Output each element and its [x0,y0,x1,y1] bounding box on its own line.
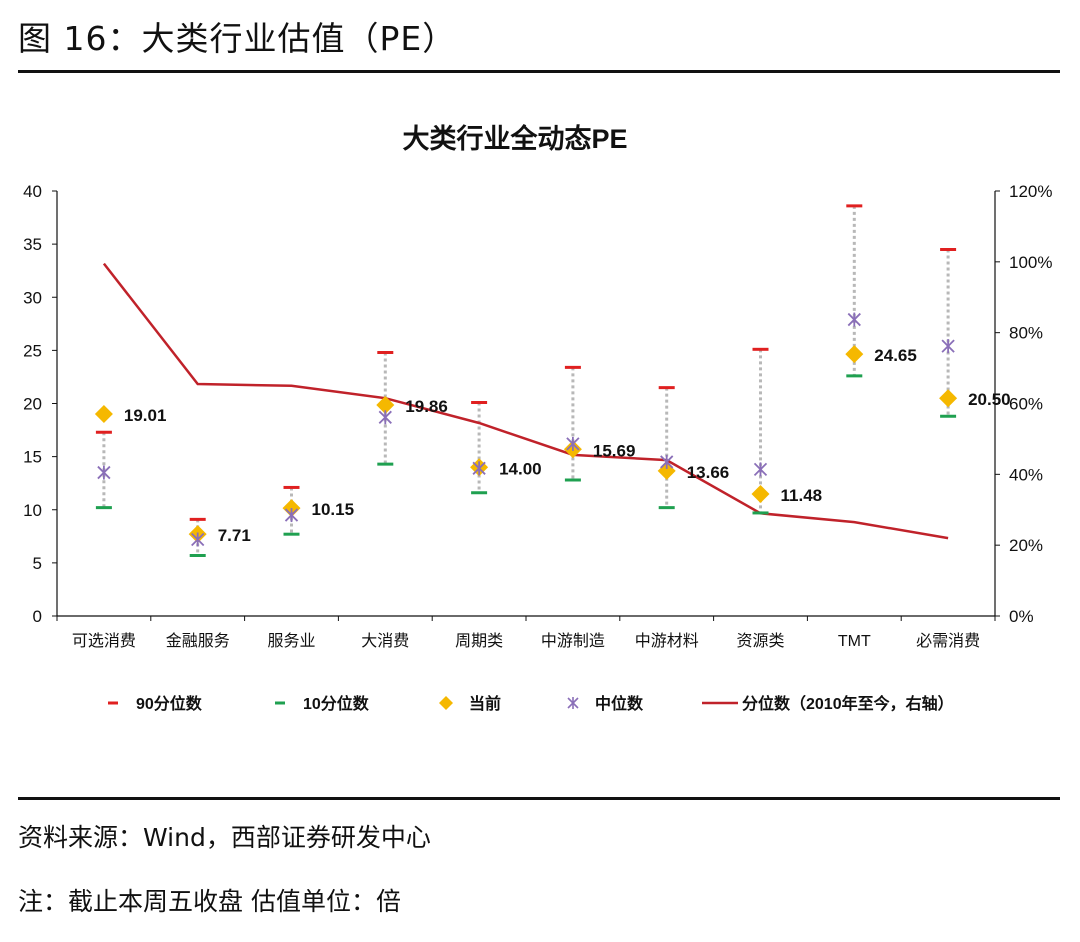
median-marker [472,461,486,476]
left-tick-label: 30 [23,288,42,307]
category-label: 资源类 [736,632,784,650]
category-label: 大消费 [361,632,409,650]
current-value-label: 20.50 [968,390,1011,409]
right-tick-label: 40% [1009,465,1043,484]
current-value-label: 24.65 [874,346,917,365]
current-marker [751,485,770,504]
current-marker [94,405,113,424]
right-tick-label: 80% [1009,324,1043,343]
right-tick-label: 100% [1009,253,1052,272]
left-tick-label: 25 [23,341,42,360]
percentile-line [102,262,949,540]
legend-label: 分位数（2010年至今，右轴） [742,694,954,713]
legend-label: 中位数 [595,694,644,713]
legend-item: 90分位数 [108,694,203,713]
right-tick-label: 20% [1009,536,1043,555]
current-value-label: 13.66 [687,463,730,482]
top-rule [18,70,1060,73]
median-marker [753,462,768,477]
left-tick-label: 0 [33,607,42,626]
current-value-label: 15.69 [593,441,636,460]
legend-item: 10分位数 [275,694,370,713]
footnote: 注：截止本周五收盘 估值单位：倍 [18,887,401,916]
category-label: 服务业 [267,632,315,650]
left-tick-label: 40 [23,182,42,201]
left-tick-label: 5 [33,554,42,573]
current-value-label: 10.15 [312,500,355,519]
legend-swatch [439,696,453,710]
median-marker [847,312,861,327]
median-marker [284,508,299,523]
category-label: 必需消费 [916,632,980,650]
axes: 0 5 10 15 20 25 30 35 40 0% 20% 40% 60% 80% 100% 120% 可选… [23,182,1052,650]
median-marker [941,339,955,354]
median-marker [378,410,392,425]
current-value-label: 14.00 [499,459,542,478]
legend: 90分位数 10分位数 当前 中位数 分位数（2010年至今，右轴） [108,694,954,713]
right-tick-label: 0% [1009,607,1034,626]
current-value-label: 11.48 [781,486,823,505]
legend-item: 当前 [439,694,501,713]
left-tick-label: 15 [23,448,42,467]
category-label: 中游材料 [635,632,699,650]
legend-swatch [567,697,579,709]
median-marker [191,532,205,547]
category-label: 周期类 [455,632,503,650]
category-label: 金融服务 [166,632,230,650]
median-marker [566,436,580,451]
current-marker [845,345,864,364]
legend-item: 中位数 [567,694,644,713]
current-value-label: 19.86 [405,397,448,416]
left-tick-label: 10 [23,501,42,520]
left-tick-label: 35 [23,235,42,254]
current-marker [376,395,395,414]
median-marker [660,454,674,469]
percentile-series-line [102,262,949,540]
pe-chart: 大类行业全动态PE 0 5 10 15 20 25 30 35 40 0% 20% 40% 60% 80%… [23,123,1052,713]
chart-title: 大类行业全动态PE [402,123,627,154]
category-label: 可选消费 [72,632,136,650]
legend-label: 当前 [469,694,501,713]
current-marker [939,389,958,408]
left-tick-label: 20 [23,395,42,414]
median-marker [97,465,111,480]
figure-title: 图 16：大类行业估值（PE） [18,19,457,58]
bottom-rule [18,797,1060,800]
legend-item: 分位数（2010年至今，右轴） [702,694,954,713]
legend-label: 90分位数 [136,694,203,713]
right-tick-label: 120% [1009,182,1052,201]
category-label: 中游制造 [541,632,605,650]
markers: 19.01 7.71 10.15 19.86 14.00 15.69 13.66 11.48 2… [94,204,1011,557]
right-tick-label: 60% [1009,395,1043,414]
category-label: TMT [838,633,871,650]
source-note: 资料来源：Wind，西部证券研发中心 [18,823,431,852]
legend-label: 10分位数 [303,694,370,713]
current-value-label: 19.01 [124,406,167,425]
current-value-label: 7.71 [218,526,251,545]
